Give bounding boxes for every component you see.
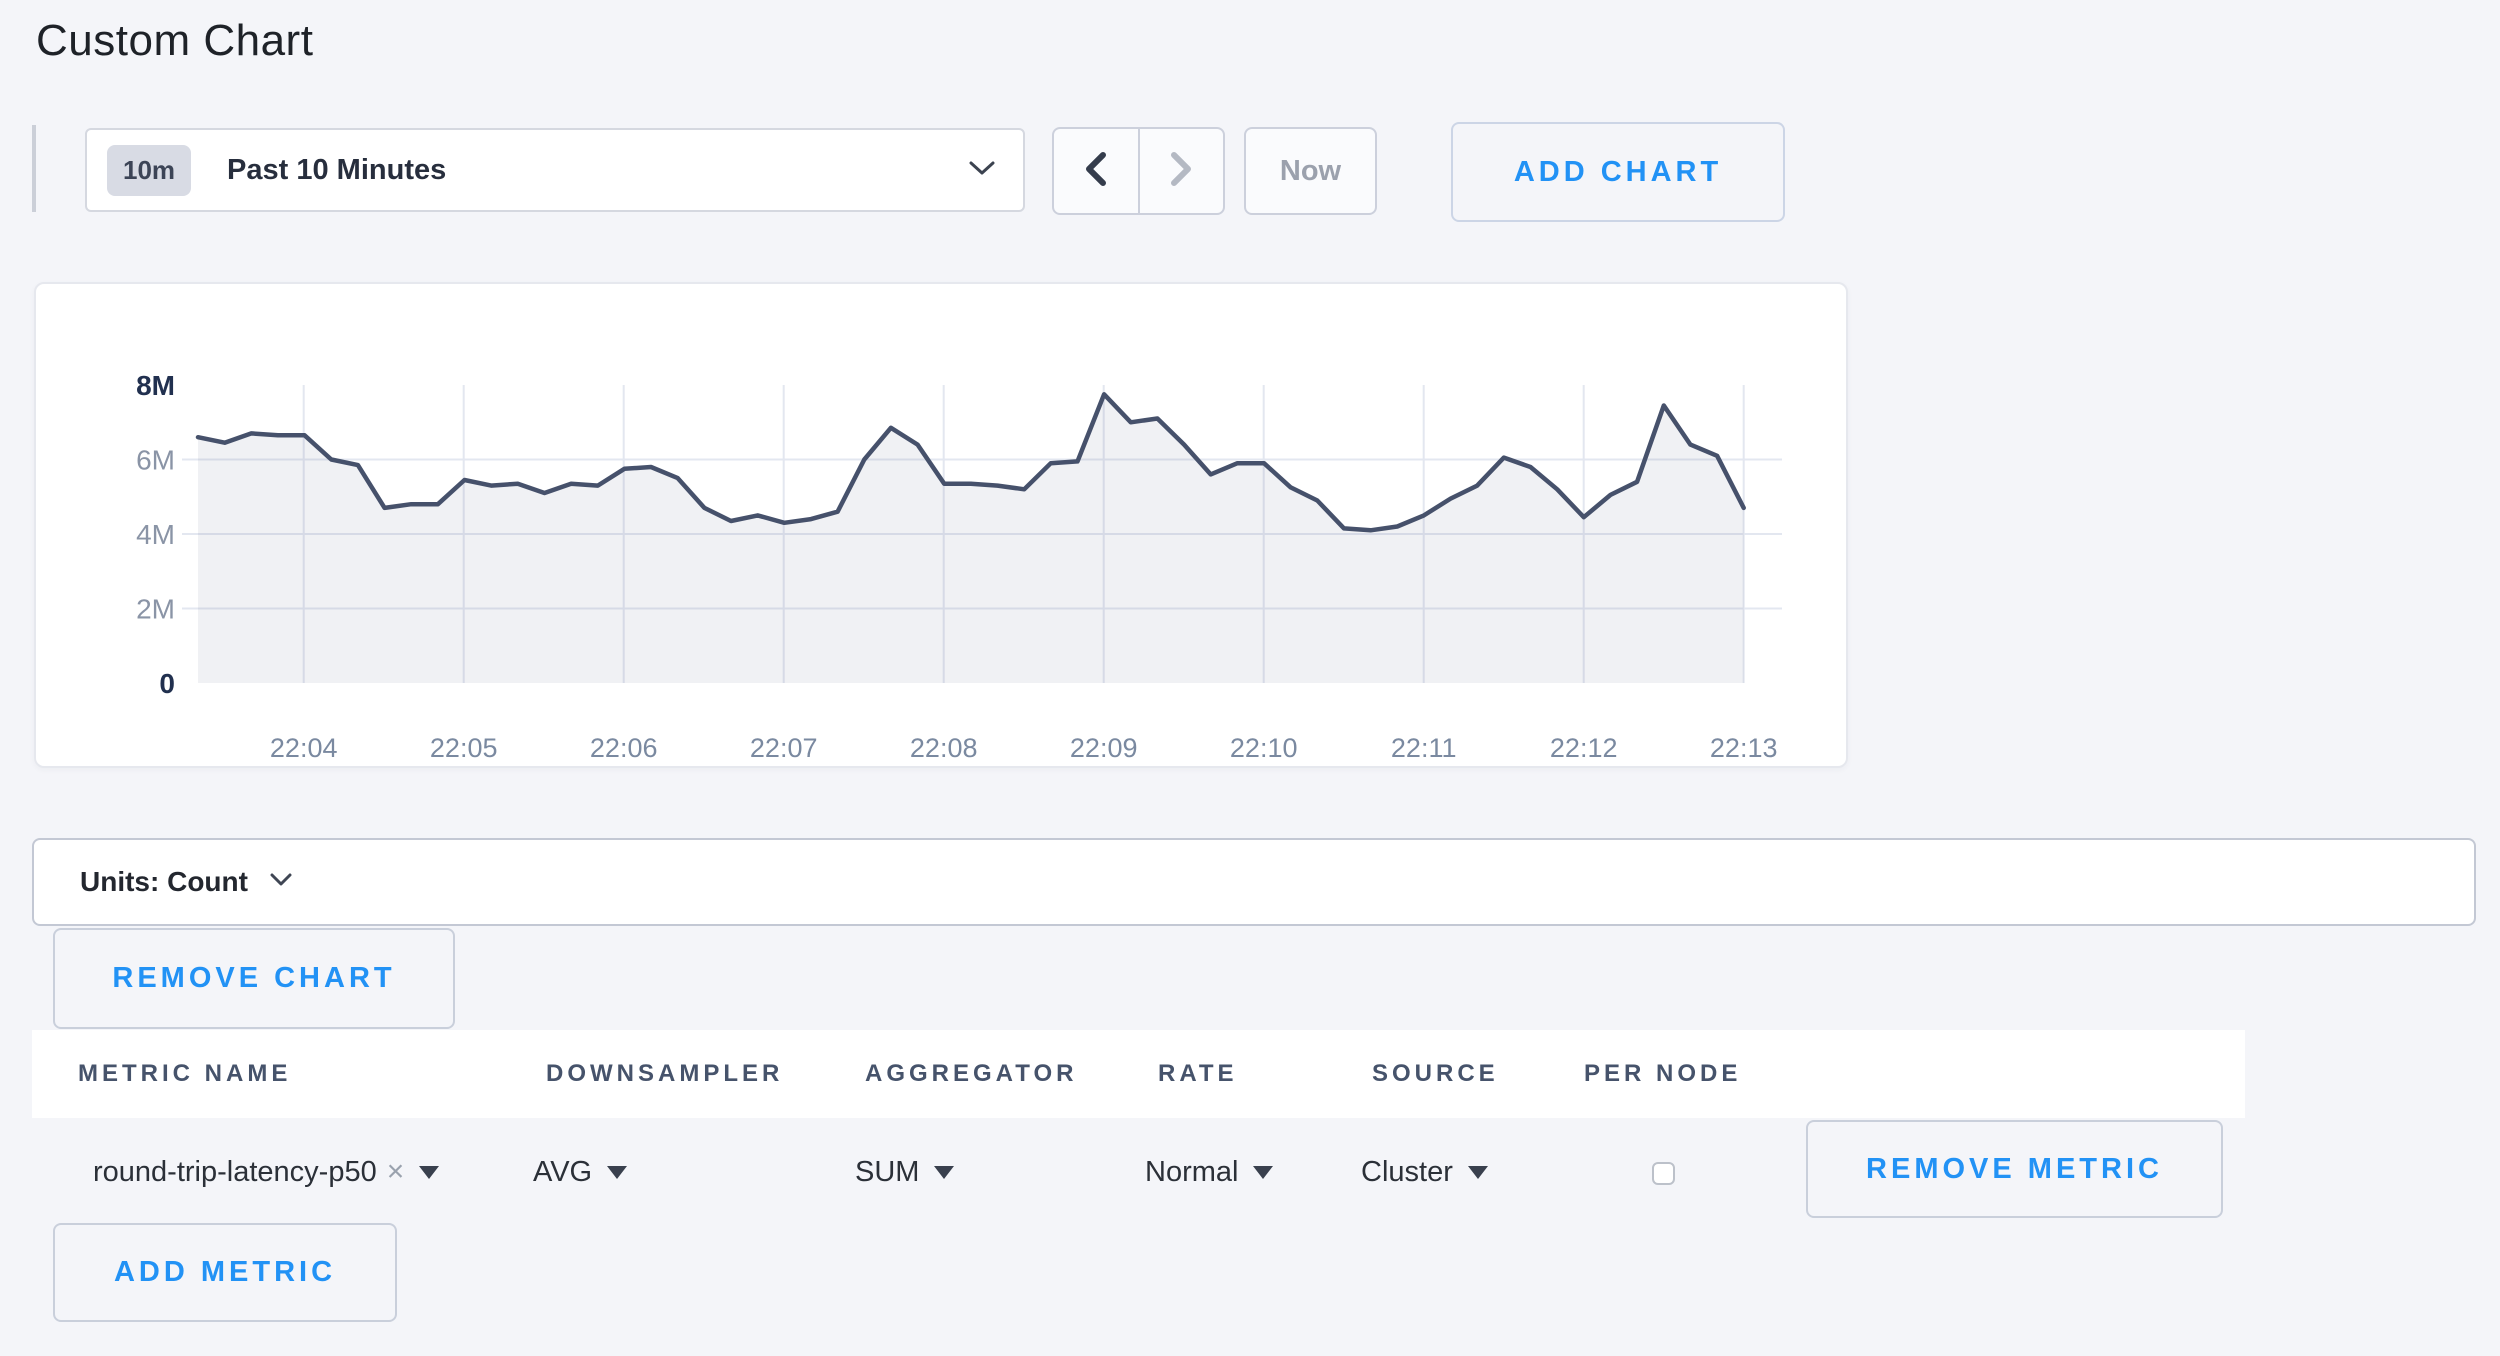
svg-text:0: 0 <box>159 668 175 699</box>
downsampler-dropdown[interactable]: AVG <box>533 1148 628 1196</box>
close-icon[interactable]: × <box>386 1155 405 1188</box>
aggregator-dropdown[interactable]: SUM <box>855 1148 955 1196</box>
metrics-table-header: METRIC NAME DOWNSAMPLER AGGREGATOR RATE … <box>32 1030 2245 1118</box>
svg-text:22:09: 22:09 <box>1070 733 1138 763</box>
svg-text:2M: 2M <box>136 594 175 625</box>
remove-metric-button[interactable]: REMOVE METRIC <box>1806 1120 2223 1218</box>
caret-down-icon <box>1253 1165 1274 1179</box>
now-button[interactable]: Now <box>1244 127 1377 215</box>
col-header-per-node: PER NODE <box>1584 1060 1742 1087</box>
units-label: Units: Count <box>80 866 248 897</box>
svg-text:8M: 8M <box>136 370 175 401</box>
col-header-metric-name: METRIC NAME <box>78 1060 292 1087</box>
chevron-left-icon <box>1085 151 1107 191</box>
svg-text:22:04: 22:04 <box>270 733 338 763</box>
time-pager <box>1052 127 1225 215</box>
chart-card: 22:04 22:05 22:06 22:07 22:08 22:09 22:10 22:11… <box>34 282 1848 768</box>
metric-name-dropdown[interactable]: round-trip-latency-p50 × <box>93 1148 440 1196</box>
caret-down-icon <box>607 1165 628 1179</box>
source-dropdown[interactable]: Cluster <box>1361 1148 1488 1196</box>
prev-time-button[interactable] <box>1054 129 1140 213</box>
source-value: Cluster <box>1361 1155 1453 1188</box>
rate-value: Normal <box>1145 1155 1239 1188</box>
chevron-down-icon <box>270 873 292 892</box>
col-header-aggregator: AGGREGATOR <box>865 1060 1078 1087</box>
remove-chart-button[interactable]: REMOVE CHART <box>53 928 455 1029</box>
caret-down-icon <box>419 1165 440 1179</box>
units-dropdown[interactable]: Units: Count <box>32 838 2476 926</box>
chevron-right-icon <box>1170 151 1192 191</box>
caret-down-icon <box>934 1165 955 1179</box>
rate-dropdown[interactable]: Normal <box>1145 1148 1274 1196</box>
per-node-checkbox[interactable] <box>1652 1162 1675 1185</box>
col-header-source: SOURCE <box>1372 1060 1499 1087</box>
svg-text:22:06: 22:06 <box>590 733 658 763</box>
time-window-badge: 10m <box>107 144 192 196</box>
col-header-downsampler: DOWNSAMPLER <box>546 1060 784 1087</box>
svg-text:22:07: 22:07 <box>750 733 818 763</box>
add-chart-button[interactable]: ADD CHART <box>1451 122 1785 222</box>
toolbar-divider <box>32 125 36 212</box>
svg-text:22:05: 22:05 <box>430 733 498 763</box>
page-title: Custom Chart <box>36 16 314 65</box>
chevron-down-icon <box>969 160 995 181</box>
svg-text:6M: 6M <box>136 445 175 476</box>
svg-text:4M: 4M <box>136 519 175 550</box>
svg-text:22:13: 22:13 <box>1710 733 1778 763</box>
svg-text:22:12: 22:12 <box>1550 733 1618 763</box>
svg-text:22:11: 22:11 <box>1391 733 1457 763</box>
svg-text:22:08: 22:08 <box>910 733 978 763</box>
aggregator-value: SUM <box>855 1155 920 1188</box>
time-window-label: Past 10 Minutes <box>227 153 447 186</box>
downsampler-value: AVG <box>533 1155 593 1188</box>
svg-text:22:10: 22:10 <box>1230 733 1298 763</box>
metric-name-value: round-trip-latency-p50 <box>93 1155 377 1188</box>
caret-down-icon <box>1467 1165 1488 1179</box>
time-window-dropdown[interactable]: 10m Past 10 Minutes <box>85 128 1025 212</box>
add-metric-button[interactable]: ADD METRIC <box>53 1223 397 1322</box>
col-header-rate: RATE <box>1158 1060 1238 1087</box>
next-time-button[interactable] <box>1140 129 1224 213</box>
chart-svg[interactable]: 22:04 22:05 22:06 22:07 22:08 22:09 22:10 22:11… <box>36 284 1850 770</box>
